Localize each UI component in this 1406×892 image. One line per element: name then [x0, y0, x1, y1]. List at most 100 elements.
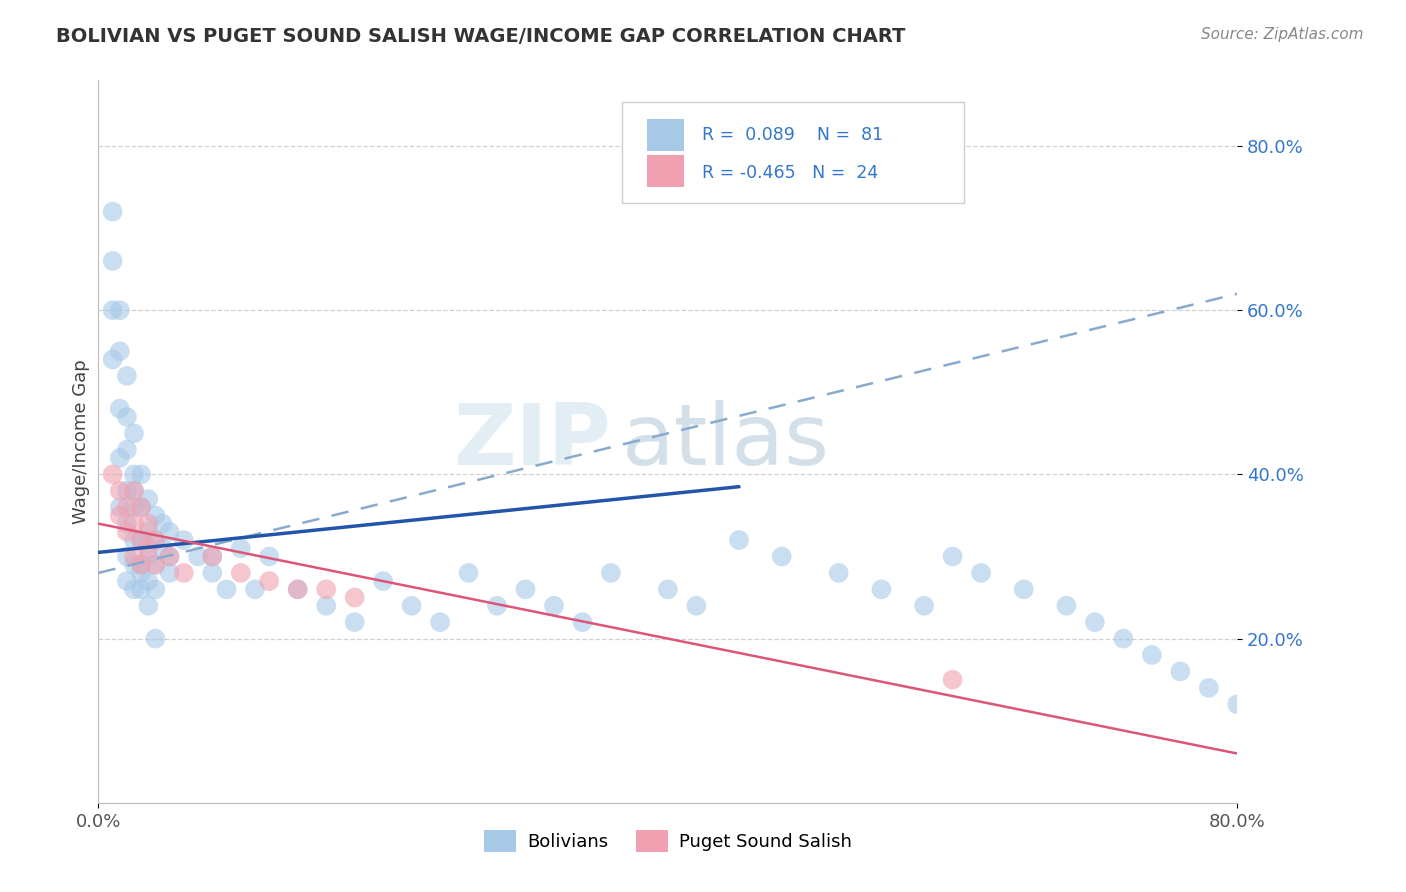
Point [145, 582, 167, 597]
Point [1112, 632, 1135, 646]
Point [657, 582, 679, 597]
Point [229, 566, 252, 580]
Point [101, 303, 124, 318]
Point [108, 508, 131, 523]
Point [101, 253, 124, 268]
Point [145, 632, 167, 646]
Point [970, 566, 993, 580]
Point [115, 368, 138, 383]
Legend: Bolivians, Puget Sound Salish: Bolivians, Puget Sound Salish [477, 822, 859, 859]
Point [108, 344, 131, 359]
Point [101, 352, 124, 367]
Point [287, 582, 309, 597]
Point [122, 582, 145, 597]
Point [942, 549, 965, 564]
Point [136, 541, 159, 556]
Point [101, 467, 124, 482]
Point [152, 516, 174, 531]
Point [129, 500, 152, 515]
Point [122, 549, 145, 564]
Point [457, 566, 479, 580]
Point [145, 533, 167, 547]
Point [129, 558, 152, 572]
Point [870, 582, 893, 597]
Point [259, 549, 281, 564]
Point [1198, 681, 1220, 695]
Point [515, 582, 537, 597]
Point [115, 483, 138, 498]
Point [122, 533, 145, 547]
Point [115, 524, 138, 539]
Point [373, 574, 395, 588]
Text: BOLIVIAN VS PUGET SOUND SALISH WAGE/INCOME GAP CORRELATION CHART: BOLIVIAN VS PUGET SOUND SALISH WAGE/INCO… [56, 27, 905, 45]
Point [315, 582, 337, 597]
Point [115, 409, 138, 424]
Point [145, 558, 167, 572]
Point [115, 574, 138, 588]
Point [136, 549, 159, 564]
Point [108, 401, 131, 416]
Point [201, 566, 224, 580]
Point [129, 500, 152, 515]
Point [136, 599, 159, 613]
Point [129, 533, 152, 547]
Point [1084, 615, 1107, 630]
Text: R =  0.089    N =  81: R = 0.089 N = 81 [702, 126, 883, 145]
Y-axis label: Wage/Income Gap: Wage/Income Gap [72, 359, 90, 524]
Point [685, 599, 707, 613]
Point [136, 516, 159, 531]
Point [136, 491, 159, 506]
Point [108, 450, 131, 465]
Point [1056, 599, 1078, 613]
Point [243, 582, 266, 597]
Point [122, 467, 145, 482]
Point [108, 500, 131, 515]
Point [159, 524, 181, 539]
Point [1226, 698, 1249, 712]
Point [215, 582, 238, 597]
Point [259, 574, 281, 588]
Point [115, 516, 138, 531]
Point [1170, 665, 1192, 679]
Point [543, 599, 565, 613]
Point [201, 549, 224, 564]
Text: R = -0.465   N =  24: R = -0.465 N = 24 [702, 164, 879, 182]
Point [315, 599, 337, 613]
Point [115, 500, 138, 515]
Point [728, 533, 751, 547]
Point [486, 599, 509, 613]
Text: ZIP: ZIP [453, 400, 612, 483]
Point [201, 549, 224, 564]
Point [101, 204, 124, 219]
Point [152, 541, 174, 556]
Point [1140, 648, 1163, 662]
Point [115, 549, 138, 564]
Point [343, 615, 366, 630]
Text: atlas: atlas [623, 400, 831, 483]
Point [129, 558, 152, 572]
Point [122, 483, 145, 498]
Bar [647, 154, 683, 187]
Bar [647, 119, 683, 151]
Point [129, 467, 152, 482]
Point [1012, 582, 1035, 597]
Point [136, 524, 159, 539]
Point [187, 549, 209, 564]
Point [122, 500, 145, 515]
Point [770, 549, 793, 564]
Point [401, 599, 423, 613]
Point [343, 591, 366, 605]
Point [145, 533, 167, 547]
Point [145, 558, 167, 572]
FancyBboxPatch shape [623, 102, 965, 203]
Point [129, 533, 152, 547]
Point [942, 673, 965, 687]
Point [129, 566, 152, 580]
Point [136, 574, 159, 588]
Point [173, 533, 195, 547]
Point [115, 442, 138, 457]
Point [159, 549, 181, 564]
Point [912, 599, 935, 613]
Point [122, 558, 145, 572]
Point [129, 582, 152, 597]
